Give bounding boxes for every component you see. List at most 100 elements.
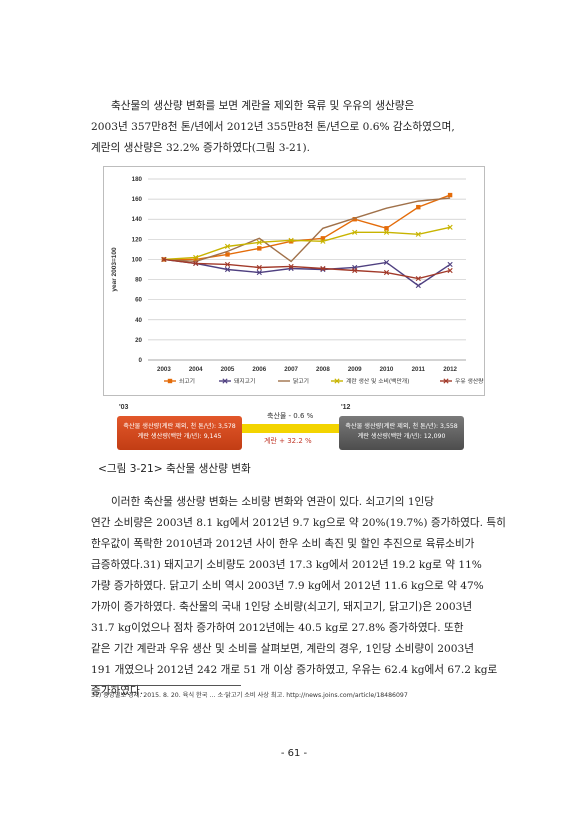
data-point [447, 192, 453, 198]
text-line: 같은 기간 계란과 우유 생산 및 소비를 살펴보면, 계란의 경우, 1인당 … [91, 643, 474, 655]
text-line: 191 개였으나 2012년 242 개로 51 개 이상 증가하였고, 우유는… [91, 664, 498, 676]
data-point [167, 378, 173, 384]
x-tick-label: 2012 [443, 366, 457, 373]
data-point [224, 266, 231, 273]
legend-label: 닭고기 [293, 377, 309, 385]
data-point [352, 229, 358, 235]
start-year-label: '03 [119, 404, 129, 411]
legend-label: 우유 생산량(천t) [455, 377, 484, 385]
text-line: 계란의 생산량은 32.2% 증가하였다(그림 3-21). [91, 142, 311, 154]
data-point [256, 269, 262, 276]
text-line: 연간 소비량은 2003년 8.1 kg에서 2012년 9.7 kg으로 약 … [91, 517, 506, 529]
data-point [222, 378, 228, 384]
intro-paragraph: 축산물의 생산량 변화를 보면 계란을 제외한 육류 및 우유의 생산량은 20… [91, 96, 499, 159]
x-tick-label: 2005 [221, 366, 235, 373]
footnote-divider [91, 685, 241, 686]
data-point [256, 239, 262, 245]
y-tick-label: 180 [132, 176, 143, 183]
data-point [288, 237, 294, 243]
x-tick-label: 2010 [380, 366, 394, 373]
x-tick-label: 2004 [189, 366, 203, 373]
figure-caption: <그림 3-21> 축산물 생산량 변화 [98, 463, 251, 475]
livestock-production-chart: 0 20 40 60 80 100 120 140 160 180 2003 2004 2005 2006… [103, 166, 485, 396]
data-point [384, 226, 389, 231]
y-tick-label: 40 [135, 317, 142, 324]
data-point [383, 259, 390, 266]
data-point [224, 261, 231, 268]
data-point [383, 269, 390, 276]
end-year-label: '12 [341, 404, 351, 411]
production-2003-box: 축산물 생산량(계란 제외, 천 톤/년): 3,578 계란 생산량(백만 개… [117, 416, 242, 450]
data-point [225, 252, 230, 257]
text-line: 증가하였다. [91, 685, 144, 697]
egg-change-label: 계란 + 32.2 % [264, 437, 312, 445]
production-2003-livestock: 축산물 생산량(계란 제외, 천 톤/년): 3,578 [123, 423, 236, 430]
text-line: 이러한 축산물 생산량 변화는 소비량 변화와 연관이 있다. 쇠고기의 1인당 [111, 496, 435, 508]
data-point [334, 378, 340, 384]
y-tick-label: 100 [132, 256, 143, 263]
y-tick-label: 160 [132, 196, 143, 203]
data-point [447, 224, 453, 230]
text-line: 31.7 kg이었으나 점차 증가하여 2012년에는 40.5 kg로 27.… [91, 622, 464, 634]
line-chart: 0 20 40 60 80 100 120 140 160 180 2003 2004 2005 2006… [111, 176, 484, 385]
y-tick-label: 140 [132, 216, 143, 223]
x-tick-label: 2003 [157, 366, 171, 373]
data-point [352, 267, 358, 274]
data-point [161, 256, 167, 263]
data-point [447, 261, 453, 268]
x-tick-label: 2009 [348, 366, 362, 373]
data-point [415, 275, 421, 282]
x-tick-label: 2007 [284, 366, 298, 373]
legend-label: 돼지고기 [234, 377, 255, 385]
data-point [443, 378, 449, 384]
data-point [415, 231, 421, 237]
footnote: 31) 중앙일보 경제. 2015. 8. 20. 육식 한국 … 소·닭고기 … [91, 692, 408, 699]
legend-label: 쇠고기 [179, 377, 195, 385]
text-line: 2003년 357만8천 톤/년에서 2012년 355만8천 톤/년으로 0.… [91, 121, 455, 133]
data-point [193, 257, 198, 262]
data-point [416, 204, 421, 210]
data-point [288, 263, 294, 270]
livestock-change-label: 축산물 - 0.6 % [267, 412, 314, 420]
y-tick-label: 80 [135, 277, 142, 284]
series-line [163, 226, 451, 261]
data-point [320, 236, 326, 241]
text-line: 가량 증가하였다. 닭고기 소비 역시 2003년 7.9 kg에서 2012년… [91, 580, 484, 592]
x-tick-label: 2011 [412, 366, 426, 373]
data-point [320, 238, 326, 244]
production-2012-box: 축산물 생산량(계란 제외, 천 톤/년): 3,558 계란 생산량(백만 개… [339, 416, 464, 450]
data-point [193, 260, 199, 267]
consumption-paragraph: 이러한 축산물 생산량 변화는 소비량 변화와 연관이 있다. 쇠고기의 1인당… [91, 492, 506, 702]
data-point [224, 243, 231, 249]
data-point [415, 283, 421, 289]
data-point [288, 239, 294, 244]
change-arrow-bar [242, 424, 339, 433]
text-line: 가까이 증가하였다. 축산물의 국내 1인당 소비량(쇠고기, 돼지고기, 닭고… [91, 601, 473, 613]
series-line [163, 258, 451, 280]
series-line [163, 194, 451, 261]
legend-label: 계란 생산 및 소비(백만개) [346, 377, 409, 385]
data-point [320, 265, 326, 272]
text-line: 급증하였다.31) 돼지고기 소비량도 2003년 17.3 kg에서 2012… [91, 559, 482, 571]
text-line: 축산물의 생산량 변화를 보면 계란을 제외한 육류 및 우유의 생산량은 [111, 100, 415, 112]
production-2012-eggs: 계란 생산량(백만 개/년): 12,090 [357, 433, 446, 440]
x-tick-label: 2008 [316, 366, 330, 373]
production-2003-eggs: 계란 생산량(백만 개/년): 9,145 [137, 433, 222, 440]
data-point [193, 254, 199, 261]
production-2012-livestock: 축산물 생산량(계란 제외, 천 톤/년): 3,558 [345, 423, 458, 430]
y-axis-title: year 2003=100 [111, 247, 118, 292]
data-point [352, 217, 357, 222]
series-line [163, 197, 451, 263]
data-point [447, 267, 453, 274]
y-tick-label: 0 [139, 357, 143, 364]
data-point [257, 246, 262, 251]
text-line: 한우값이 폭락한 2010년과 2012년 사이 한우 소비 촉진 및 할인 추… [91, 538, 475, 550]
data-point [383, 229, 390, 235]
page-number: - 61 - [280, 748, 308, 759]
x-tick-label: 2006 [252, 366, 266, 373]
y-tick-label: 60 [135, 297, 142, 304]
series-line [163, 258, 451, 287]
y-tick-label: 20 [135, 337, 142, 344]
data-point [256, 264, 262, 271]
y-tick-label: 120 [132, 236, 143, 243]
